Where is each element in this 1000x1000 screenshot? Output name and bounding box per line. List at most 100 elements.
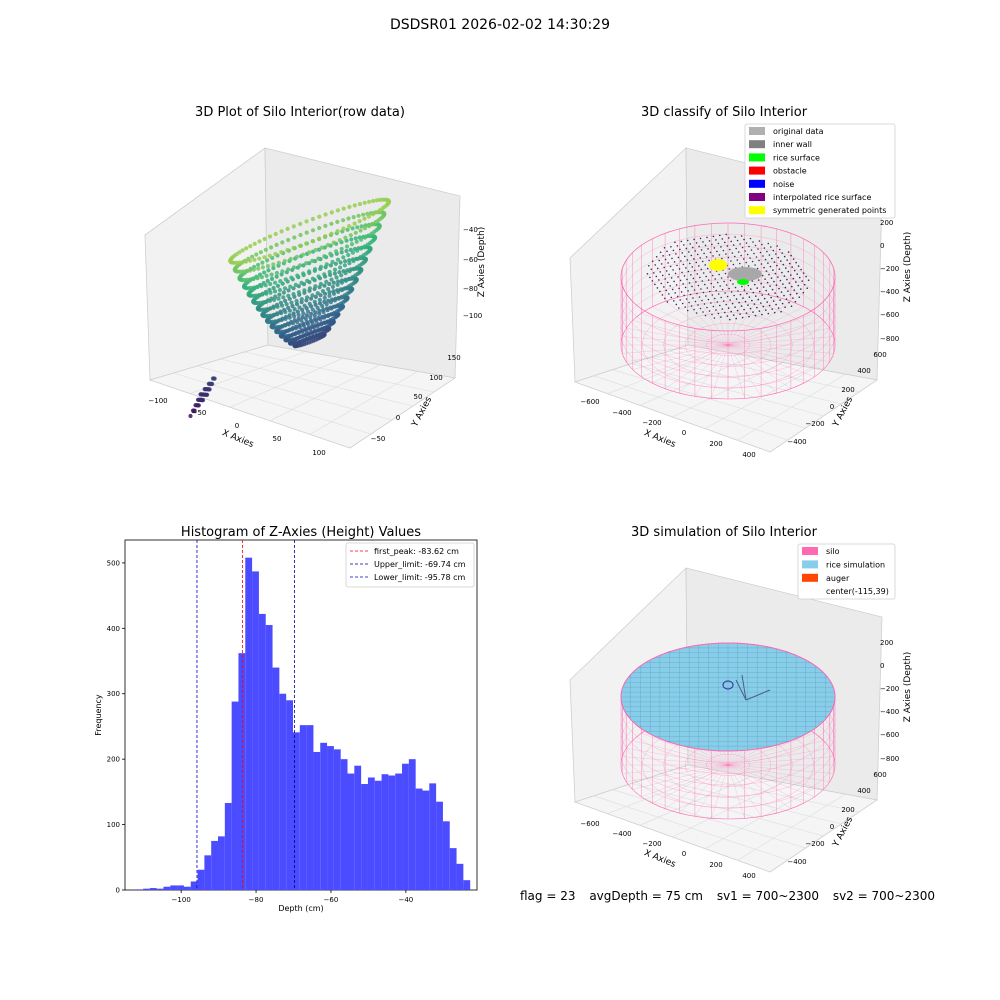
raw-data-point [300, 307, 305, 312]
raw-data-point [266, 268, 271, 273]
silo-floor-spoke [632, 344, 729, 370]
raw-data-point [293, 326, 298, 331]
interpolated-point [712, 255, 714, 257]
raw-data-point [290, 321, 295, 326]
raw-data-point [271, 312, 276, 318]
raw-data-point [314, 318, 319, 324]
classify-silo-wireframe [620, 222, 836, 400]
interpolated-point [760, 263, 763, 265]
raw-data-point [286, 267, 291, 272]
interpolated-point [724, 272, 727, 275]
raw-data-point [279, 317, 284, 322]
interpolated-point [754, 264, 756, 266]
interpolated-point [670, 296, 673, 299]
simulation-x-tick: −200 [642, 840, 661, 848]
raw-data-point [322, 315, 327, 320]
histogram-bar [204, 855, 212, 890]
interpolated-point [737, 251, 740, 253]
interpolated-point [664, 297, 666, 300]
raw-data-point [327, 281, 332, 287]
raw-data-point [304, 328, 309, 333]
interpolated-point [783, 275, 786, 277]
raw-data-point [327, 293, 332, 298]
raw-data-point [338, 265, 343, 270]
interpolated-point [751, 260, 754, 263]
raw-data-point [310, 276, 315, 281]
raw-data-point [322, 272, 327, 277]
raw-data-point [357, 201, 362, 207]
interpolated-point [788, 282, 791, 284]
silo-floor-spoke [727, 296, 777, 346]
raw-data-point [323, 212, 328, 217]
raw-data-point [252, 257, 257, 262]
legend-label: rice simulation [826, 560, 885, 569]
raw-data-point [359, 237, 364, 242]
interpolated-point [718, 254, 721, 256]
raw-data-point [248, 277, 253, 282]
legend-label: inner wall [773, 140, 812, 149]
interpolated-point [793, 269, 796, 272]
interpolated-point [771, 288, 774, 291]
interpolated-point [712, 286, 715, 288]
interpolated-point [790, 254, 792, 257]
interpolated-point [807, 279, 810, 282]
raw-data-point [328, 263, 333, 268]
raw-data-point [290, 332, 295, 337]
interpolated-point [800, 288, 802, 290]
interpolated-point [802, 272, 805, 274]
simulation-legend-entries: silo rice simulation auger center(-115,39) [802, 547, 889, 596]
histogram-bar [156, 888, 164, 890]
interpolated-point [739, 243, 741, 245]
interpolated-point [707, 298, 710, 301]
histogram-x-tick-label: −100 [172, 896, 191, 904]
raw-data-point [332, 267, 338, 272]
interpolated-point [708, 240, 711, 242]
raw-data-point [350, 275, 355, 280]
interpolated-point [720, 296, 722, 299]
interpolated-point [694, 269, 696, 272]
interpolated-point [782, 263, 785, 266]
interpolated-point [719, 234, 721, 237]
interpolated-point [725, 284, 728, 286]
silo-floor-spoke [727, 733, 815, 766]
classify-z-tick-labels: −800 −600 −400 −200 0 200 [880, 219, 899, 343]
histogram-bar [361, 784, 368, 890]
raw-data-point [285, 248, 290, 253]
histogram-y-tick-label: 100 [107, 821, 120, 829]
interpolated-point [770, 296, 772, 299]
raw-data-point [260, 265, 265, 270]
raw-data-point [359, 246, 364, 251]
raw-data-point [269, 276, 275, 281]
interpolated-point [717, 312, 720, 315]
histogram-x-ticks: −100 −80 −60 −40 [172, 890, 413, 904]
silo-floor-spoke [727, 344, 824, 370]
interpolated-point [687, 290, 689, 292]
interpolated-point [781, 271, 783, 274]
raw-data-point [328, 300, 333, 305]
raw-data-point [347, 204, 352, 209]
raw-data-point [326, 286, 331, 292]
raw-data-point [207, 387, 212, 392]
interpolated-point [679, 279, 682, 282]
interpolated-point [789, 293, 792, 296]
simulation-z-tick: −200 [880, 685, 899, 693]
interpolated-point [675, 284, 678, 286]
raw-data-point [322, 283, 327, 288]
interpolated-point [775, 284, 778, 286]
histogram-bar [252, 571, 259, 890]
histogram-bar [340, 759, 348, 890]
interpolated-point [758, 290, 761, 293]
interpolated-point [772, 249, 775, 252]
raw-y-tick: 150 [447, 354, 460, 362]
interpolated-point [752, 291, 755, 294]
raw-data-point [286, 288, 291, 293]
raw-data-point [303, 316, 308, 321]
histogram-legend-label: Lower_limit: -95.78 cm [374, 573, 466, 582]
silo-floor-spoke [665, 344, 729, 389]
silo-floor-spoke [622, 756, 729, 766]
interpolated-point [676, 264, 678, 267]
interpolated-point [680, 240, 683, 243]
interpolated-point [797, 284, 800, 287]
raw-data-point [320, 289, 326, 294]
raw-data-point [346, 252, 351, 258]
